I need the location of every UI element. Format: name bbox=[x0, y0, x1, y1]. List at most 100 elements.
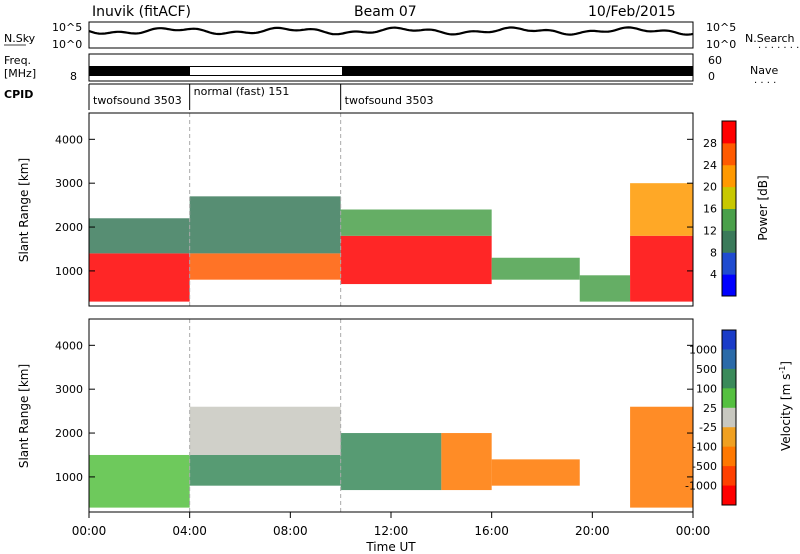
cpid-label: CPID bbox=[4, 88, 33, 101]
colorbar-tick: 4 bbox=[710, 268, 717, 281]
colorbar-swatch bbox=[722, 446, 736, 467]
station-title: Inuvik (fitACF) bbox=[92, 4, 191, 20]
power-data bbox=[89, 113, 693, 306]
x-axis-label: Time UT bbox=[365, 540, 416, 554]
freq-label-2: [MHz] bbox=[4, 67, 36, 80]
data-region bbox=[630, 406, 693, 508]
noise-tick-top: 10^5 bbox=[52, 21, 82, 34]
freq-panel: Freq. [MHz] 8 60 0 Nave · · · · bbox=[4, 53, 778, 89]
colorbar-tick: 16 bbox=[703, 203, 717, 216]
cpid-segment-label: twofsound 3503 bbox=[93, 94, 182, 107]
velocity-colorbar-label: Velocity [m s-1] bbox=[778, 361, 793, 451]
noise-tick-top-right: 10^5 bbox=[706, 21, 736, 34]
colorbar-swatch bbox=[722, 349, 736, 370]
nave-label: Nave bbox=[750, 64, 778, 77]
power-colorbar: 4 8 12 16 20 24 28 bbox=[703, 120, 737, 297]
data-region bbox=[189, 406, 341, 455]
y-tick-label: 1000 bbox=[55, 265, 83, 278]
data-region bbox=[630, 235, 693, 302]
y-tick-label: 2000 bbox=[55, 427, 83, 440]
noise-tick-bottom: 10^0 bbox=[52, 38, 82, 51]
colorbar-tick: -500 bbox=[692, 460, 717, 473]
colorbar-swatch bbox=[722, 186, 736, 209]
data-region bbox=[189, 196, 341, 254]
colorbar-swatch bbox=[722, 427, 736, 448]
y-tick-label: 3000 bbox=[55, 177, 83, 190]
noise-right-dots: · · · · · · · bbox=[758, 43, 799, 54]
colorbar-swatch bbox=[722, 388, 736, 409]
data-region bbox=[189, 253, 341, 280]
data-region bbox=[89, 253, 190, 302]
date-title: 10/Feb/2015 bbox=[588, 4, 676, 20]
data-region bbox=[340, 209, 492, 236]
colorbar-tick: -25 bbox=[699, 421, 717, 434]
colorbar-swatch bbox=[722, 330, 736, 350]
x-tick-label: 08:00 bbox=[273, 524, 308, 538]
cpid-row: CPID twofsound 3503 normal (fast) 151 twof… bbox=[4, 83, 693, 110]
colorbar-swatch bbox=[722, 230, 736, 253]
data-region bbox=[441, 433, 492, 491]
freq-band bbox=[89, 66, 693, 76]
power-ylabel: Slant Range [km] bbox=[17, 158, 31, 262]
data-region bbox=[491, 459, 580, 486]
noise-left-label: N.Sky bbox=[4, 32, 36, 45]
colorbar-tick: 8 bbox=[710, 246, 717, 259]
colorbar-tick: 24 bbox=[703, 159, 717, 172]
colorbar-tick: 100 bbox=[696, 382, 717, 395]
colorbar-tick: 28 bbox=[703, 137, 717, 150]
velocity-colorbar: 1000 500 100 25 -25 -100 -500 -1000 bbox=[685, 329, 737, 506]
x-tick-label: 16:00 bbox=[474, 524, 509, 538]
colorbar-tick: 20 bbox=[703, 181, 717, 194]
x-tick-label: 00:00 bbox=[72, 524, 107, 538]
power-panel: 1000 2000 3000 4000 Slant Range [km] 4 8 12 16… bbox=[17, 112, 770, 307]
freq-right-tick-bottom: 0 bbox=[708, 70, 715, 83]
y-tick-label: 2000 bbox=[55, 221, 83, 234]
cpid-segment-label: twofsound 3503 bbox=[345, 94, 434, 107]
colorbar-swatch bbox=[722, 466, 736, 487]
colorbar-tick: -100 bbox=[692, 441, 717, 454]
y-tick-label: 1000 bbox=[55, 471, 83, 484]
y-tick-label: 4000 bbox=[55, 339, 83, 352]
y-tick-label: 3000 bbox=[55, 383, 83, 396]
colorbar-tick: 1000 bbox=[689, 343, 717, 356]
data-region bbox=[89, 454, 190, 508]
colorbar-swatch bbox=[722, 274, 736, 297]
x-tick-label: 12:00 bbox=[374, 524, 409, 538]
nave-dots: · · · · bbox=[754, 78, 776, 89]
noise-sky-trace bbox=[88, 26, 694, 36]
y-tick-label: 4000 bbox=[55, 133, 83, 146]
x-tick-label: 04:00 bbox=[172, 524, 207, 538]
noise-panel: N.Sky 10^5 10^0 10^5 10^0 N.Search · · ·… bbox=[4, 21, 799, 54]
data-region bbox=[189, 454, 341, 486]
freq-left-tick: 8 bbox=[70, 70, 77, 83]
beam-title: Beam 07 bbox=[354, 4, 417, 20]
colorbar-tick: -1000 bbox=[685, 480, 717, 493]
velocity-ylabel: Slant Range [km] bbox=[17, 364, 31, 468]
colorbar-swatch bbox=[722, 485, 736, 506]
data-region bbox=[89, 218, 190, 254]
freq-label-1: Freq. bbox=[4, 54, 31, 67]
noise-right-label: N.Search bbox=[745, 32, 795, 45]
velocity-panel: 1000 2000 3000 4000 Slant Range [km] 1000 50… bbox=[17, 318, 793, 513]
noise-tick-bottom-right: 10^0 bbox=[706, 38, 736, 51]
data-region bbox=[579, 275, 631, 302]
x-tick-label: 00:00 bbox=[676, 524, 711, 538]
colorbar-tick: 12 bbox=[703, 224, 717, 237]
freq-gap bbox=[190, 67, 342, 75]
colorbar-swatch bbox=[722, 121, 736, 144]
data-region bbox=[340, 433, 442, 491]
data-region bbox=[491, 257, 580, 280]
velocity-data bbox=[89, 319, 693, 512]
cpid-segment-label: normal (fast) 151 bbox=[194, 85, 290, 98]
colorbar-swatch bbox=[722, 407, 736, 428]
colorbar-tick: 500 bbox=[696, 363, 717, 376]
x-tick-label: 20:00 bbox=[575, 524, 610, 538]
data-region bbox=[340, 235, 492, 285]
colorbar-swatch bbox=[722, 164, 736, 188]
power-colorbar-label: Power [dB] bbox=[756, 175, 770, 240]
colorbar-tick: 25 bbox=[703, 402, 717, 415]
colorbar-swatch bbox=[722, 142, 736, 166]
colorbar-swatch bbox=[722, 252, 736, 275]
freq-right-tick-top: 60 bbox=[708, 54, 722, 67]
